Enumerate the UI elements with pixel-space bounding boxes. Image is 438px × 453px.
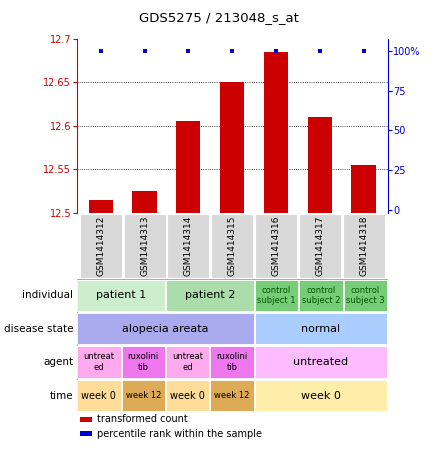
Text: week 0: week 0 [81,390,117,400]
Bar [166,380,209,411]
Text: alopecia areata: alopecia areata [122,324,209,334]
Text: week 12: week 12 [126,391,161,400]
Text: GSM1414315: GSM1414315 [228,216,237,276]
Bar [351,165,375,213]
Text: week 12: week 12 [215,391,250,400]
Text: time: time [49,390,73,400]
Text: GDS5275 / 213048_s_at: GDS5275 / 213048_s_at [139,11,299,24]
Text: transformed count: transformed count [97,414,187,424]
Text: GSM1414313: GSM1414313 [140,216,149,276]
Text: ruxolini
tib: ruxolini tib [127,352,159,372]
Bar [80,416,92,422]
Text: GSM1414314: GSM1414314 [184,216,193,276]
Text: GSM1414317: GSM1414317 [315,216,324,276]
Text: control
subject 3: control subject 3 [346,285,385,305]
Bar [77,347,120,378]
Text: untreat
ed: untreat ed [172,352,203,372]
Text: normal: normal [301,324,341,334]
Text: untreat
ed: untreat ed [83,352,114,372]
Text: untreated: untreated [293,357,349,367]
Bar [307,117,332,213]
Bar [124,213,166,278]
Bar [77,313,254,344]
Text: GSM1414318: GSM1414318 [359,216,368,276]
Text: control
subject 1: control subject 1 [257,285,296,305]
Text: GSM1414316: GSM1414316 [272,216,280,276]
Bar [255,213,297,278]
Text: patient 2: patient 2 [185,290,235,300]
Bar [210,380,254,411]
Bar [80,431,92,437]
Text: week 0: week 0 [301,390,341,400]
Bar [264,52,288,213]
Text: patient 1: patient 1 [96,290,146,300]
Bar [210,347,254,378]
Bar [220,82,244,213]
Text: GSM1414312: GSM1414312 [96,216,105,276]
Bar [121,380,165,411]
Bar [132,191,156,213]
Bar [80,213,122,278]
Bar [166,347,209,378]
Bar [211,213,253,278]
Bar [121,347,165,378]
Text: control
subject 2: control subject 2 [302,285,340,305]
Bar [77,280,165,311]
Bar [255,280,298,311]
Bar [166,280,254,311]
Bar [299,213,341,278]
Text: disease state: disease state [4,324,73,334]
Text: week 0: week 0 [170,390,205,400]
Bar [167,213,209,278]
Bar [176,121,200,213]
Bar [255,347,387,378]
Bar [255,380,387,411]
Text: ruxolini
tib: ruxolini tib [216,352,248,372]
Bar [299,280,343,311]
Text: individual: individual [22,290,73,300]
Bar [77,380,120,411]
Bar [255,313,387,344]
Bar [88,200,113,213]
Text: percentile rank within the sample: percentile rank within the sample [97,429,262,439]
Bar [344,280,387,311]
Text: agent: agent [43,357,73,367]
Bar [343,213,385,278]
